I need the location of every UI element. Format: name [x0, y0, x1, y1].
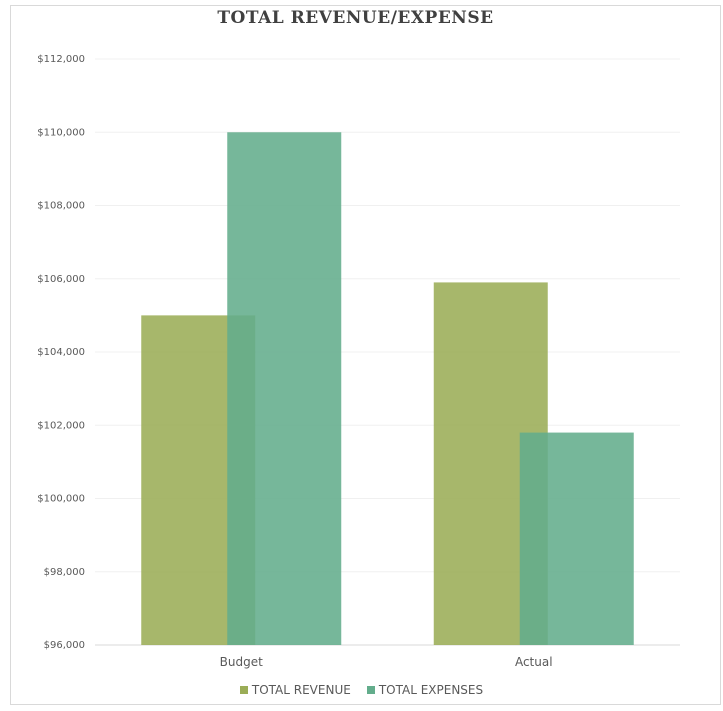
legend-label-expenses: TOTAL EXPENSES: [378, 683, 484, 697]
x-category-label: Actual: [515, 655, 553, 669]
y-tick-label: $98,000: [44, 567, 85, 578]
y-tick-label: $108,000: [37, 201, 85, 212]
legend-swatch-expenses: [366, 686, 375, 694]
y-tick-label: $100,000: [37, 494, 85, 505]
bar-total-expenses-budget: [227, 132, 342, 645]
chart-title: TOTAL REVENUE/EXPENSE: [217, 8, 494, 28]
y-tick-label: $96,000: [44, 640, 85, 651]
bar-total-expenses-actual: [519, 432, 634, 645]
legend-label-revenue: TOTAL REVENUE: [251, 683, 351, 697]
legend-item-revenue: TOTAL REVENUE: [239, 683, 351, 697]
legend: TOTAL REVENUE TOTAL EXPENSES: [0, 683, 723, 697]
y-tick-label: $112,000: [37, 54, 85, 65]
y-tick-label: $110,000: [37, 127, 85, 138]
y-tick-label: $106,000: [37, 274, 85, 285]
y-tick-label: $104,000: [37, 347, 85, 358]
legend-swatch-revenue: [239, 686, 248, 694]
y-tick-label: $102,000: [37, 420, 85, 431]
x-category-label: Budget: [220, 655, 263, 669]
legend-item-expenses: TOTAL EXPENSES: [366, 683, 484, 697]
